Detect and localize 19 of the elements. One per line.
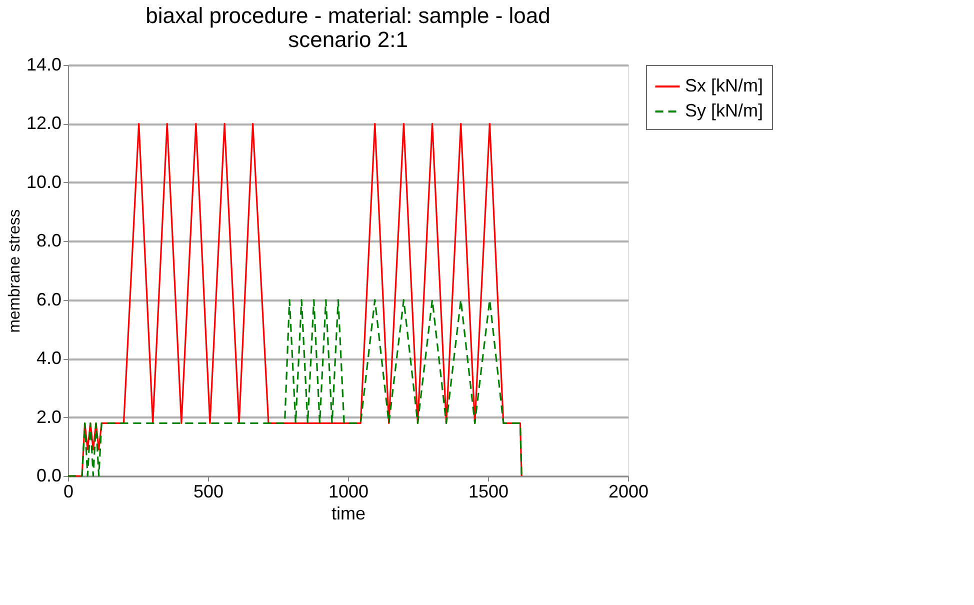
y-tick-label: 12.0 (26, 113, 62, 134)
y-axis-title: membrane stress (6, 209, 24, 333)
y-tick-label: 2.0 (36, 406, 62, 427)
chart-title: biaxal procedure - material: sample - load (146, 3, 550, 28)
x-tick-label: 1000 (328, 482, 369, 502)
legend-label: Sx [kN/m] (685, 76, 764, 96)
y-tick-label: 0.0 (36, 466, 62, 486)
x-tick-label: 500 (193, 482, 224, 502)
x-tick-label: 2000 (608, 482, 649, 502)
y-tick-label: 4.0 (36, 348, 62, 368)
legend-label: Sy [kN/m] (685, 100, 764, 120)
y-tick-label: 8.0 (36, 230, 62, 251)
x-tick-label: 0 (63, 482, 74, 502)
chart-subtitle: scenario 2:1 (288, 27, 408, 52)
x-tick-label: 1500 (468, 482, 509, 502)
y-tick-label: 10.0 (26, 172, 62, 192)
y-tick-label: 14.0 (26, 54, 62, 74)
y-tick-label: 6.0 (36, 289, 62, 310)
x-axis-title: time (331, 504, 366, 524)
